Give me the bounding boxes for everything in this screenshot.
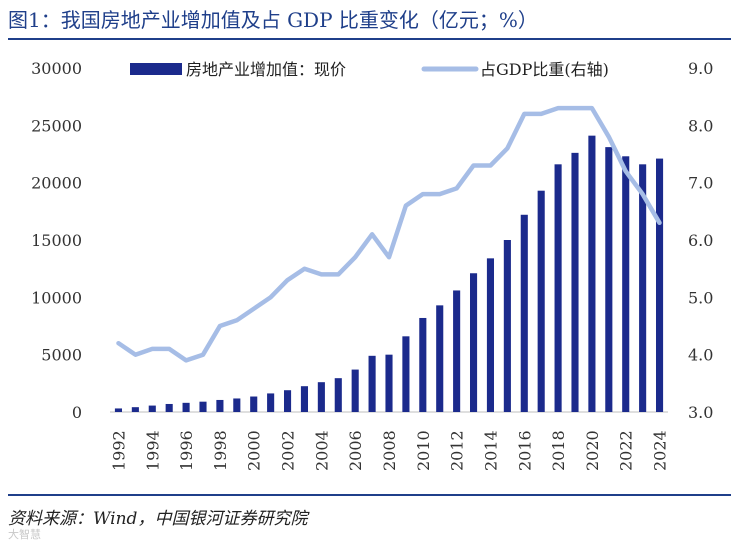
bar (588, 135, 596, 413)
right-axis-tick-label: 4.0 (688, 346, 713, 365)
bar (503, 240, 511, 412)
bar (639, 164, 647, 412)
right-axis-tick-label: 9.0 (688, 59, 713, 78)
bar (131, 407, 139, 412)
bar (368, 355, 376, 412)
figure-title: 图1：我国房地产业增加值及占 GDP 比重变化（亿元；%） (8, 8, 538, 32)
ratio-line (116, 105, 662, 363)
bar (334, 378, 342, 412)
bar (419, 317, 427, 412)
x-axis-tick-label: 2014 (481, 430, 500, 471)
bar (300, 386, 309, 412)
bar-series (114, 135, 664, 413)
x-axis-tick-label: 2022 (617, 430, 636, 471)
x-axis-tick-label: 2004 (312, 430, 331, 471)
x-axis-tick-label: 1998 (211, 430, 230, 471)
bar (250, 396, 258, 412)
x-axis-tick-label: 2018 (549, 430, 568, 471)
left-axis-tick-label: 25000 (31, 116, 82, 135)
legend-label-bar: 房地产业增加值：现价 (186, 60, 346, 79)
bar (655, 158, 664, 412)
bar (233, 398, 241, 412)
bar (267, 393, 275, 412)
bar (537, 190, 545, 412)
source-rule (8, 494, 731, 496)
left-axis-tick-label: 30000 (31, 59, 82, 78)
x-axis-tick-label: 2016 (515, 430, 534, 471)
bar (571, 152, 579, 412)
bar (453, 290, 461, 412)
bar (402, 336, 410, 412)
bar (114, 408, 123, 412)
bar (605, 147, 613, 412)
x-axis-tick-label: 2012 (448, 430, 467, 471)
left-axis-tick-label: 5000 (41, 346, 82, 365)
right-axis-tick-label: 7.0 (688, 174, 713, 193)
x-axis-tick-label: 2000 (245, 430, 264, 471)
x-axis-tick-label: 1992 (109, 430, 128, 471)
left-axis-tick-label: 15000 (31, 231, 82, 250)
left-axis-tick-label: 20000 (31, 174, 82, 193)
bar (554, 164, 562, 412)
left-axis-tick-label: 0 (72, 403, 82, 422)
watermark: 大智慧 (8, 528, 41, 541)
bar (351, 369, 359, 412)
bar (520, 214, 528, 412)
x-axis-tick-label: 2006 (346, 430, 365, 471)
right-axis-tick-label: 5.0 (688, 288, 713, 307)
x-axis-tick-label: 2020 (583, 430, 602, 471)
legend-swatch-bar (130, 63, 182, 75)
x-axis-tick-label: 2002 (279, 430, 298, 471)
x-axis-tick-label: 1996 (177, 430, 196, 471)
line-series (116, 105, 662, 363)
source-note: 资料来源：Wind，中国银河证券研究院 (8, 509, 308, 529)
legend: 房地产业增加值：现价 占GDP比重(右轴) (130, 60, 609, 79)
bar (199, 401, 207, 412)
bar (469, 273, 478, 412)
title-rule (8, 38, 731, 40)
bar (436, 305, 444, 412)
left-axis-tick-label: 10000 (31, 288, 82, 307)
bar (486, 258, 495, 412)
axes: 0 5000 10000 15000 20000 25000 30000 3.0 4.0 5.0 6… (31, 59, 713, 471)
right-axis-tick-label: 3.0 (688, 403, 713, 422)
bar (148, 405, 156, 412)
bar (165, 403, 173, 412)
bar (182, 402, 190, 412)
right-axis-tick-label: 8.0 (688, 116, 713, 135)
bar (283, 390, 292, 412)
x-axis-tick-label: 2024 (651, 430, 670, 471)
x-axis-tick-label: 1994 (143, 430, 162, 471)
bar (385, 354, 393, 412)
legend-label-line: 占GDP比重(右轴) (480, 60, 609, 79)
bar (317, 382, 325, 412)
x-axis-tick-label: 2010 (414, 430, 433, 471)
bar (216, 399, 224, 412)
right-axis-tick-label: 6.0 (688, 231, 713, 250)
bar (622, 156, 630, 412)
x-axis-tick-label: 2008 (380, 430, 399, 471)
